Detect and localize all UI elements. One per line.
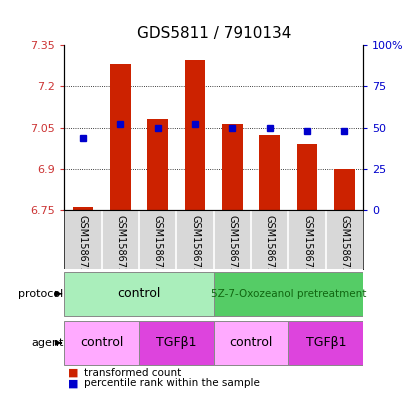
Text: GSM1586721: GSM1586721 [227,215,237,280]
Text: protocol: protocol [18,289,63,299]
Bar [288,321,363,365]
Text: transformed count: transformed count [84,368,181,378]
Text: TGFβ1: TGFβ1 [305,336,346,349]
Bar [259,136,280,210]
Text: TGFβ1: TGFβ1 [156,336,197,349]
Title: GDS5811 / 7910134: GDS5811 / 7910134 [137,26,291,41]
Bar [110,64,131,210]
Text: GSM1586725: GSM1586725 [265,215,275,281]
Text: percentile rank within the sample: percentile rank within the sample [84,378,260,388]
Text: GSM1586720: GSM1586720 [78,215,88,280]
Text: agent: agent [31,338,63,348]
Bar [214,321,288,365]
Text: GSM1586723: GSM1586723 [302,215,312,280]
Bar [222,125,243,210]
Bar [297,144,317,210]
Text: GSM1586724: GSM1586724 [115,215,125,280]
Bar [214,272,363,316]
Text: control: control [80,336,123,349]
Text: GSM1586727: GSM1586727 [339,215,349,281]
Bar [73,207,93,210]
Text: 5Z-7-Oxozeanol pretreatment: 5Z-7-Oxozeanol pretreatment [211,289,366,299]
Bar [334,169,355,210]
Text: ■: ■ [68,378,79,388]
Text: GSM1586726: GSM1586726 [190,215,200,280]
Text: GSM1586722: GSM1586722 [153,215,163,281]
Text: control: control [229,336,273,349]
Bar [147,119,168,210]
Bar [139,321,214,365]
Text: control: control [117,287,161,300]
Text: ■: ■ [68,368,79,378]
Bar [64,321,139,365]
Bar [185,61,205,210]
Bar [64,272,214,316]
